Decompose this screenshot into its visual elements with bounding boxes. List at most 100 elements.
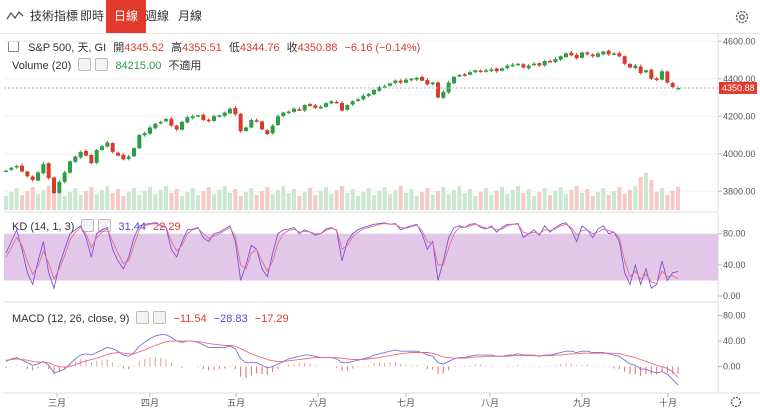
candle-body [457,75,462,77]
tab-weekly[interactable]: 週線 [145,9,170,23]
volume-bar [564,194,568,210]
y-tick-label: 80.00 [723,311,746,321]
close-label: 收 [286,42,298,54]
candle-body [36,172,40,181]
tab-daily[interactable]: 日線 [106,0,147,33]
kd-name: KD (14, 1, 3) [12,221,75,233]
candle-body [164,119,168,122]
settings-icon[interactable] [78,58,92,71]
candle-body [548,60,552,63]
candle-body [345,105,350,110]
candle-body [425,80,430,85]
indicators-button[interactable]: 技術指標 [30,9,79,23]
volume-bar [36,194,40,210]
volume-bar [340,186,344,210]
volume-bar [153,194,158,210]
volume-bar [542,188,547,210]
candle-body [516,63,520,66]
candle-body [292,108,296,112]
volume-bar [20,195,24,210]
candle-body [665,71,670,83]
volume-bar [356,196,360,210]
volume-bar [644,173,648,210]
candle-body [660,71,664,80]
volume-bar [105,186,110,210]
volume-bar [388,194,392,210]
candle-body [633,65,638,69]
candle-body [542,60,547,66]
x-tick-label: 十月 [659,397,677,408]
settings-icon[interactable] [81,219,95,232]
y-tick-label: 3800.00 [723,186,756,196]
volume-bar [260,191,264,210]
volume-bar [244,192,248,210]
candle-body [148,127,152,134]
volume-bar [46,186,51,210]
tab-monthly[interactable]: 月線 [178,9,203,23]
y-tick-label: 4200.00 [723,111,756,121]
volume-bar [558,187,563,210]
candle-body [372,90,376,95]
volume-bar [414,196,419,210]
candle-body [190,116,195,119]
volume-bar [500,187,504,210]
candle-body [601,51,606,55]
candle-body [590,54,595,57]
candle-body [254,120,259,122]
candle-body [489,69,494,72]
candle-body [617,53,622,57]
close-icon[interactable] [95,58,109,71]
candle-body [340,103,344,111]
x-tick-label: 六月 [309,397,327,408]
volume-bar [137,195,142,210]
candle-body [350,101,355,105]
volume-bar [489,195,494,210]
price-legend: S&P 500, 天, GI 開4345.52 高4355.51 低4344.7… [8,39,424,55]
volume-bar [372,195,376,210]
top-toolbar: 技術指標 即時 日線 週線 月線 [0,0,760,34]
candle-body [500,68,504,71]
volume-bar [622,194,627,210]
candle-body [404,79,408,83]
tab-realtime[interactable]: 即時 [80,9,105,23]
candle-body [436,82,440,98]
volume-bar [73,188,78,210]
candle-body [270,125,275,134]
volume-bar [425,188,430,210]
volume-bar [505,194,510,210]
volume-bar [174,189,179,210]
candle-body [494,68,499,72]
settings-icon[interactable] [136,311,150,324]
gear-icon[interactable] [734,9,750,25]
volume-bar [361,192,366,210]
volume-bar [276,190,280,210]
y-tick-label: 4400.00 [723,74,756,84]
candle-body [142,133,147,136]
volume-bar [158,190,163,210]
close-icon[interactable] [153,311,167,324]
candle-body [622,56,627,64]
candle-body [393,80,398,84]
candle-body [313,105,318,108]
last-price-tag [719,81,757,94]
volume-bar [201,191,206,210]
low-label: 低 [228,42,240,54]
candle-body [132,148,136,157]
volume-bar [281,186,286,210]
volume-bar [217,190,222,210]
x-tick-label: 九月 [573,398,591,408]
macd-line-value: −28.83 [213,313,248,325]
macd-hist-value: −11.54 [173,313,207,325]
axis-settings-icon[interactable] [730,396,742,408]
volume-bar [334,190,339,210]
candle-body [329,101,334,104]
close-icon[interactable] [98,219,112,232]
indicators-icon[interactable] [6,10,24,22]
volume-bar [612,191,616,210]
volume-bar [350,189,355,210]
macd-name: MACD (12, 26, close, 9) [12,313,130,325]
volume-bar [420,192,424,210]
candle-body [78,151,83,158]
candle-body [409,78,414,81]
